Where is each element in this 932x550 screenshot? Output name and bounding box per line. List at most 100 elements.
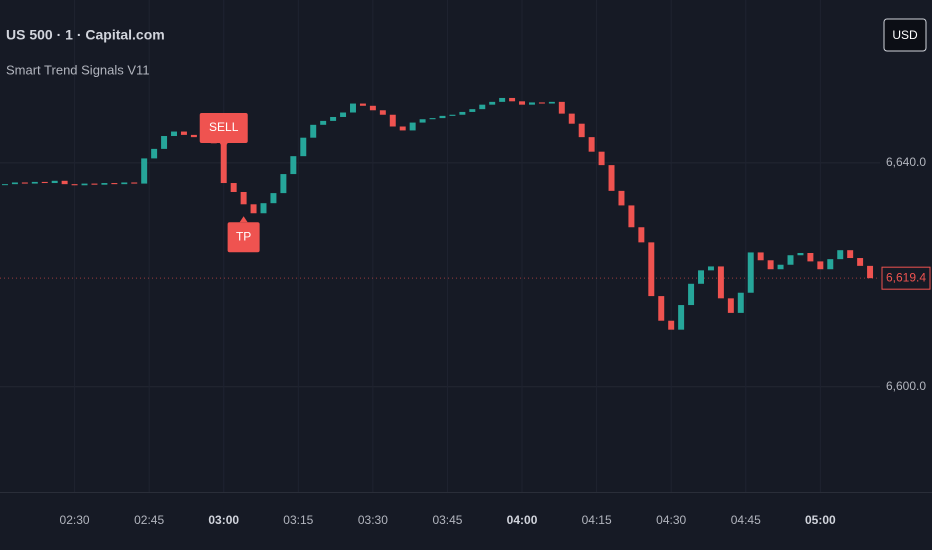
candle (568, 113, 575, 124)
last-price-label: 6,619.4 (886, 270, 926, 284)
candle (260, 203, 267, 214)
candle (678, 305, 685, 330)
candle (638, 227, 645, 243)
candle (747, 252, 754, 293)
candle (867, 265, 874, 279)
candle (91, 183, 98, 185)
candle (51, 180, 58, 184)
candle (31, 181, 38, 184)
candle (787, 255, 794, 265)
candle (439, 115, 446, 119)
candle (121, 182, 128, 185)
candle (717, 266, 724, 299)
candle (330, 116, 337, 121)
candle (359, 103, 366, 106)
candle (558, 101, 565, 114)
candle (419, 119, 426, 123)
candle (668, 320, 675, 330)
candle (479, 104, 486, 110)
signal-badge (227, 222, 260, 253)
x-tick-label: 03:30 (358, 513, 388, 527)
candle (41, 181, 48, 184)
candle (857, 258, 864, 266)
candle (658, 296, 665, 321)
x-tick-label: 04:45 (731, 513, 761, 527)
candle (111, 183, 118, 185)
candle (578, 123, 585, 138)
currency-button[interactable] (883, 18, 927, 52)
candle (648, 242, 655, 297)
signal-pointer (239, 216, 248, 223)
y-tick-label: 6,640.0 (886, 155, 926, 169)
x-tick-label: 03:45 (432, 513, 462, 527)
candle (817, 261, 824, 270)
candle (688, 283, 695, 306)
candle (628, 205, 635, 228)
candle (449, 114, 456, 116)
y-tick-label: 6,600.0 (886, 379, 926, 393)
candle (538, 102, 545, 104)
candle (459, 111, 466, 115)
candle (389, 114, 396, 127)
candle (837, 250, 844, 260)
candle (131, 182, 138, 184)
candle (369, 105, 376, 111)
candle (519, 101, 526, 105)
candle (61, 180, 68, 185)
x-tick-label: 03:15 (283, 513, 313, 527)
candle (1, 184, 8, 186)
candle (588, 137, 595, 152)
candle (598, 151, 605, 166)
candle (777, 264, 784, 270)
candle (71, 184, 78, 186)
candle (499, 97, 506, 102)
signal-badge (199, 113, 248, 144)
candle (827, 259, 834, 270)
candle (727, 298, 734, 313)
candle (21, 182, 28, 184)
candle (618, 190, 625, 206)
x-tick-label: 04:00 (507, 513, 538, 527)
candle (757, 252, 764, 261)
candle (707, 266, 714, 271)
candle (270, 193, 277, 204)
candle (320, 120, 327, 125)
candle (171, 131, 177, 137)
candle (528, 102, 535, 105)
signal-label: TP (236, 229, 251, 243)
candle (399, 126, 406, 131)
candle (489, 101, 496, 105)
candle (797, 252, 804, 256)
x-tick-label: 04:15 (582, 513, 612, 527)
candle (220, 143, 227, 184)
candle (340, 112, 347, 117)
candle (807, 252, 814, 262)
candle (290, 156, 297, 175)
signal-pointer (219, 143, 228, 150)
candle (847, 250, 854, 259)
candle (350, 103, 356, 113)
candle (11, 182, 18, 185)
candle (737, 292, 744, 313)
candle (161, 136, 168, 149)
x-tick-label: 05:00 (805, 513, 836, 527)
candle (429, 118, 436, 120)
x-tick-label: 03:00 (208, 513, 239, 527)
candle (469, 109, 476, 112)
candle (230, 183, 237, 192)
currency-label[interactable]: USD (892, 28, 918, 42)
candle (300, 137, 307, 157)
chart-subtitle: Smart Trend Signals V11 (6, 62, 150, 77)
candle (101, 183, 108, 185)
x-tick-label: 02:30 (60, 513, 90, 527)
candle (509, 97, 516, 102)
candle (310, 124, 317, 138)
candle (250, 204, 257, 214)
candle (180, 131, 187, 135)
candle (190, 134, 197, 138)
candle (548, 101, 555, 104)
candle (151, 148, 158, 159)
candle (767, 260, 774, 270)
